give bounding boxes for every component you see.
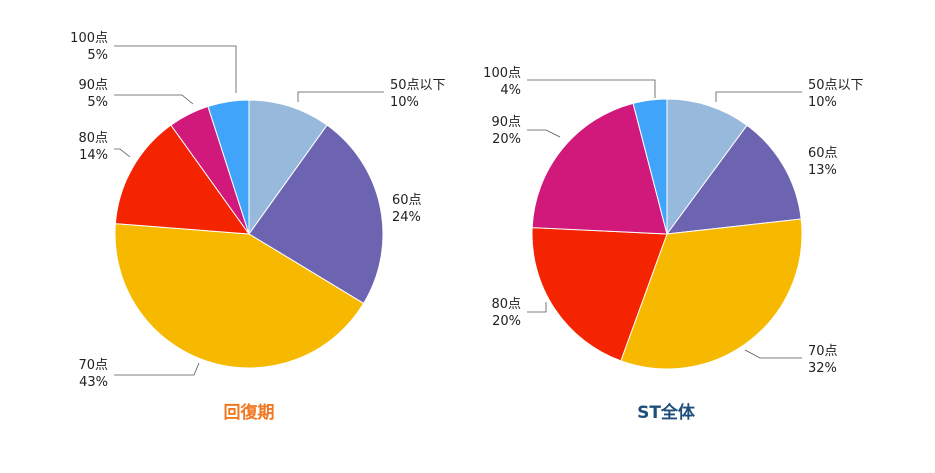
slice-label: 70点 (78, 358, 108, 373)
leader-line (114, 45, 237, 93)
leader-line (744, 349, 802, 359)
chart-title: ST全体 (637, 402, 696, 423)
pie-slice-80 (531, 227, 668, 362)
slice-label: 50点以下 (808, 78, 864, 93)
slice-percent: 4% (500, 83, 521, 98)
pie-chart-1: 50点以下 10% 60点 24% 70点 43% 80点 14% 90点 5% 100点 5% 回復期 (70, 31, 445, 423)
chart-title: 回復期 (224, 402, 275, 423)
slice-label: 60点 (392, 193, 422, 208)
pie-slice-50-or-less (248, 99, 328, 236)
slice-label: 80点 (78, 131, 108, 146)
pie-slice-60 (665, 124, 802, 235)
slice-percent: 5% (87, 95, 108, 110)
slice-label: 100点 (70, 31, 108, 46)
pie-chart-2: 50点以下 10% 60点 13% 70点 32% 80点 20% 90点 20% 100点 4% ST… (483, 66, 863, 423)
slice-percent: 5% (87, 48, 108, 63)
slice-label: 60点 (808, 146, 838, 161)
leader-line (114, 362, 200, 376)
leader-line (527, 129, 561, 138)
slice-label: 90点 (78, 78, 108, 93)
slice-label: 50点以下 (390, 78, 446, 93)
slice-label: 90点 (491, 115, 521, 130)
pie-slice-70 (620, 218, 803, 370)
slice-percent: 20% (492, 314, 521, 329)
leader-line (297, 91, 384, 102)
slice-percent: 20% (492, 132, 521, 147)
slice-percent: 14% (79, 148, 108, 163)
slice-percent: 13% (808, 163, 837, 178)
slice-percent: 10% (390, 95, 419, 110)
pie-slice-70 (114, 223, 365, 369)
slice-label: 70点 (808, 344, 838, 359)
pie-slice-100 (632, 98, 668, 235)
slice-percent: 24% (392, 210, 421, 225)
leader-line (114, 148, 131, 158)
leader-line (114, 94, 194, 105)
leader-line (527, 79, 656, 98)
pie-slice-60 (248, 124, 384, 305)
pie-slice-80 (114, 124, 251, 235)
pie-slice-50-or-less (666, 98, 748, 236)
pie-slice-90 (531, 102, 668, 235)
leader-line (715, 91, 802, 102)
leader-line (527, 302, 547, 313)
slice-percent: 10% (808, 95, 837, 110)
slice-label: 100点 (483, 66, 521, 81)
slice-label: 80点 (491, 297, 521, 312)
slice-percent: 32% (808, 361, 837, 376)
pie-slice-100 (207, 99, 250, 235)
slice-percent: 43% (79, 375, 108, 390)
